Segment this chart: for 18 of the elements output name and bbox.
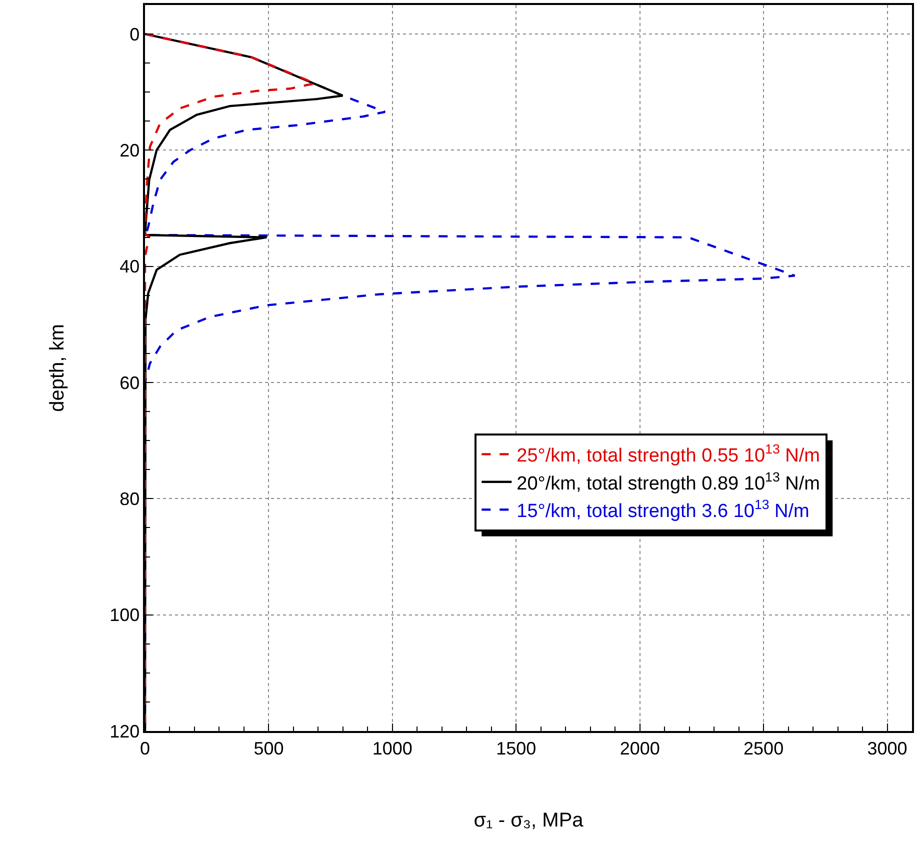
y-tick-label: 100 [110, 605, 140, 626]
y-axis-title: depth, km [46, 324, 69, 412]
y-tick-label: 80 [120, 488, 140, 509]
legend-label: 15°/km, total strength 3.6 10$^{13}$ N/m [516, 497, 810, 522]
x-tick-label: 2000 [620, 738, 660, 758]
x-axis-title: σ₁ - σ₃, MPa [474, 809, 584, 832]
y-tick-label: 20 [120, 140, 140, 160]
x-tick-label: 2500 [744, 738, 784, 758]
y-tick-label: 40 [120, 256, 140, 277]
y-tick-label: 60 [120, 372, 140, 393]
legend-label: 25°/km, total strength 0.55 10$^{13}$ N/m [516, 442, 820, 467]
legend-label: 20°/km, total strength 0.89 10$^{13}$ N/m [516, 469, 820, 494]
x-tick-label: 500 [254, 738, 284, 758]
x-tick-label: 1000 [372, 738, 412, 758]
x-tick-label: 1500 [496, 738, 536, 758]
y-tick-label: 0 [130, 24, 140, 44]
y-tick-label: 120 [110, 721, 140, 742]
x-tick-label: 3000 [867, 738, 908, 758]
